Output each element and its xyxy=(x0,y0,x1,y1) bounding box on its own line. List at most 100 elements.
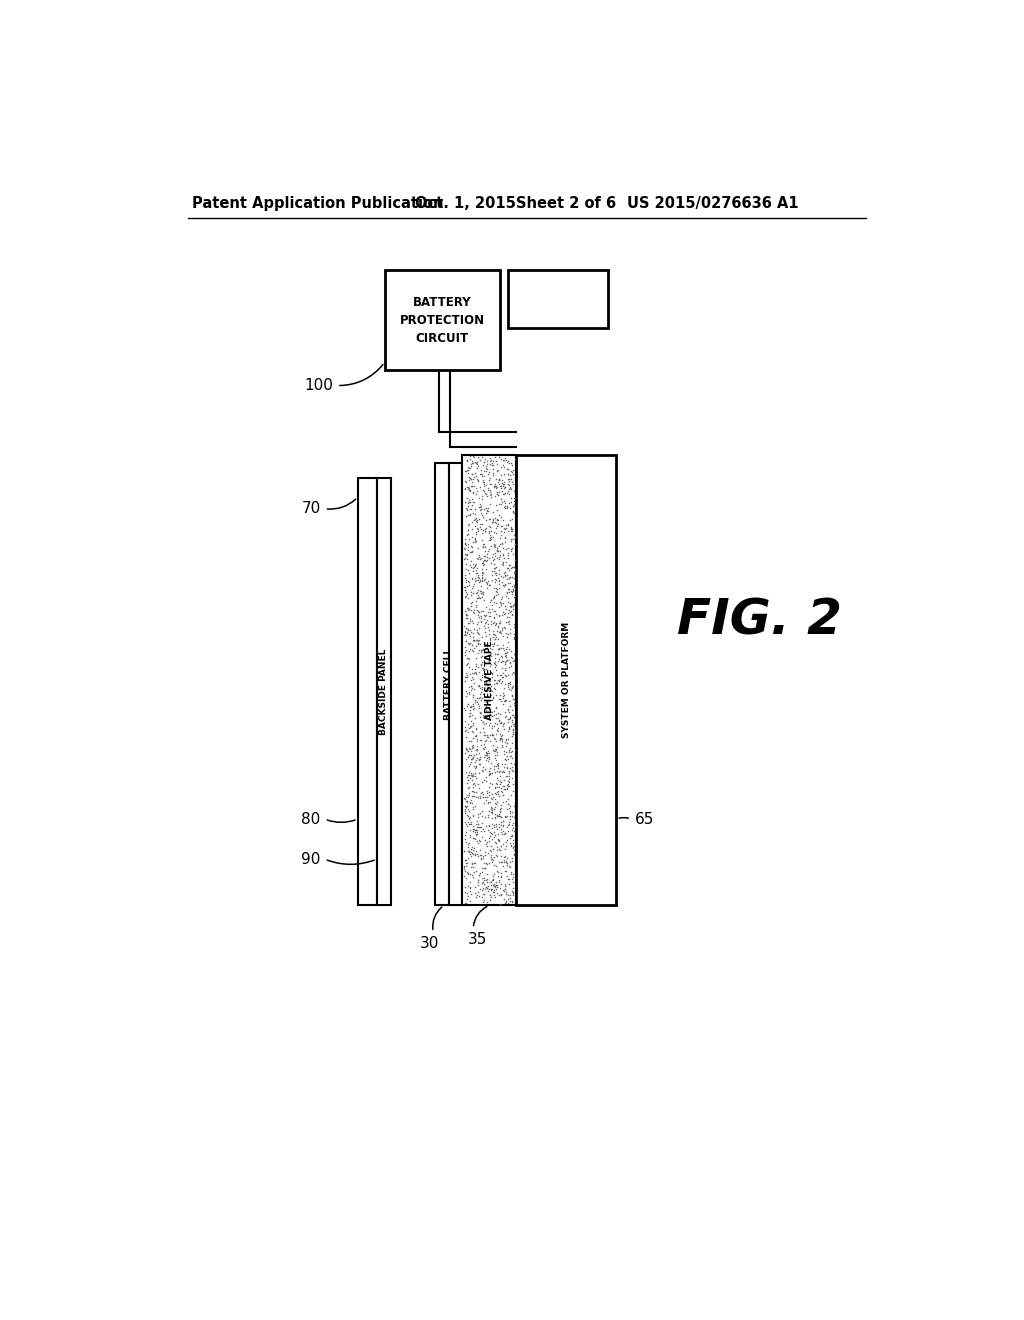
Point xyxy=(470,693,486,714)
Point xyxy=(488,874,505,895)
Point xyxy=(470,829,486,850)
Point xyxy=(484,639,501,660)
Point xyxy=(471,886,487,907)
Point xyxy=(457,471,473,492)
Point xyxy=(489,770,506,791)
Point xyxy=(477,767,494,788)
Point xyxy=(462,700,478,721)
Point xyxy=(498,832,514,853)
Point xyxy=(490,570,507,591)
Point xyxy=(497,576,513,597)
Point xyxy=(502,652,518,673)
Point xyxy=(504,454,520,475)
Point xyxy=(470,579,486,601)
Point xyxy=(504,581,520,602)
Point xyxy=(497,690,513,711)
Point xyxy=(474,876,490,898)
Point xyxy=(472,684,488,705)
Point xyxy=(493,673,509,694)
Point xyxy=(460,648,476,669)
Point xyxy=(465,721,481,742)
Point xyxy=(475,536,492,557)
Point xyxy=(493,668,509,689)
Point xyxy=(467,515,483,536)
Point xyxy=(471,785,487,807)
Point xyxy=(506,836,522,857)
Point xyxy=(462,876,478,898)
Point xyxy=(464,463,480,484)
Point xyxy=(494,883,510,904)
Point xyxy=(505,723,521,744)
Point xyxy=(494,619,510,640)
Point xyxy=(493,645,509,667)
Point xyxy=(486,755,503,776)
Point xyxy=(476,759,493,780)
Point xyxy=(467,508,483,529)
Point xyxy=(504,869,520,890)
Point xyxy=(502,672,518,693)
Point xyxy=(478,461,495,482)
Point xyxy=(468,824,484,845)
Point xyxy=(467,758,483,779)
Point xyxy=(477,520,494,541)
Point xyxy=(497,618,513,639)
Point xyxy=(489,471,506,492)
Point xyxy=(488,840,505,861)
Point xyxy=(492,730,508,751)
Point xyxy=(473,499,489,520)
Point xyxy=(465,747,481,768)
Point xyxy=(497,892,513,913)
Point xyxy=(463,585,479,606)
Point xyxy=(465,602,481,623)
Point xyxy=(476,622,493,643)
Point xyxy=(492,894,508,915)
Point xyxy=(467,529,483,550)
Point xyxy=(484,715,501,737)
Point xyxy=(501,607,517,628)
Point xyxy=(458,605,474,626)
Point xyxy=(496,762,512,783)
Point xyxy=(478,659,495,680)
Point xyxy=(484,874,501,895)
Point xyxy=(457,710,473,731)
Point xyxy=(499,777,515,799)
Point xyxy=(462,626,478,647)
Point xyxy=(482,655,499,676)
Point xyxy=(472,840,488,861)
Point xyxy=(488,684,505,705)
Point xyxy=(474,651,490,672)
Point xyxy=(463,748,479,770)
Point xyxy=(487,793,504,814)
Point xyxy=(493,465,509,486)
Point xyxy=(487,494,504,515)
Point xyxy=(457,644,473,665)
Point xyxy=(464,453,480,474)
Point xyxy=(459,583,475,605)
Point xyxy=(506,754,522,775)
Point xyxy=(481,516,498,537)
Point xyxy=(481,714,498,735)
Point xyxy=(502,803,518,824)
Point xyxy=(493,520,509,541)
Point xyxy=(458,581,474,602)
Point xyxy=(506,644,522,665)
Point xyxy=(497,595,513,616)
Point xyxy=(505,705,521,726)
Point xyxy=(462,863,478,884)
Text: US 2015/0276636 A1: US 2015/0276636 A1 xyxy=(628,195,799,211)
Point xyxy=(495,474,511,495)
Point xyxy=(466,630,482,651)
Point xyxy=(477,711,494,733)
Point xyxy=(487,832,504,853)
Point xyxy=(496,593,512,614)
Point xyxy=(465,796,481,817)
Point xyxy=(457,533,473,554)
Point xyxy=(495,685,511,706)
Point xyxy=(505,780,521,801)
Point xyxy=(485,875,502,896)
Point xyxy=(497,643,513,664)
Point xyxy=(478,572,495,593)
Point xyxy=(475,821,492,842)
Point xyxy=(483,663,500,684)
Point xyxy=(500,776,516,797)
